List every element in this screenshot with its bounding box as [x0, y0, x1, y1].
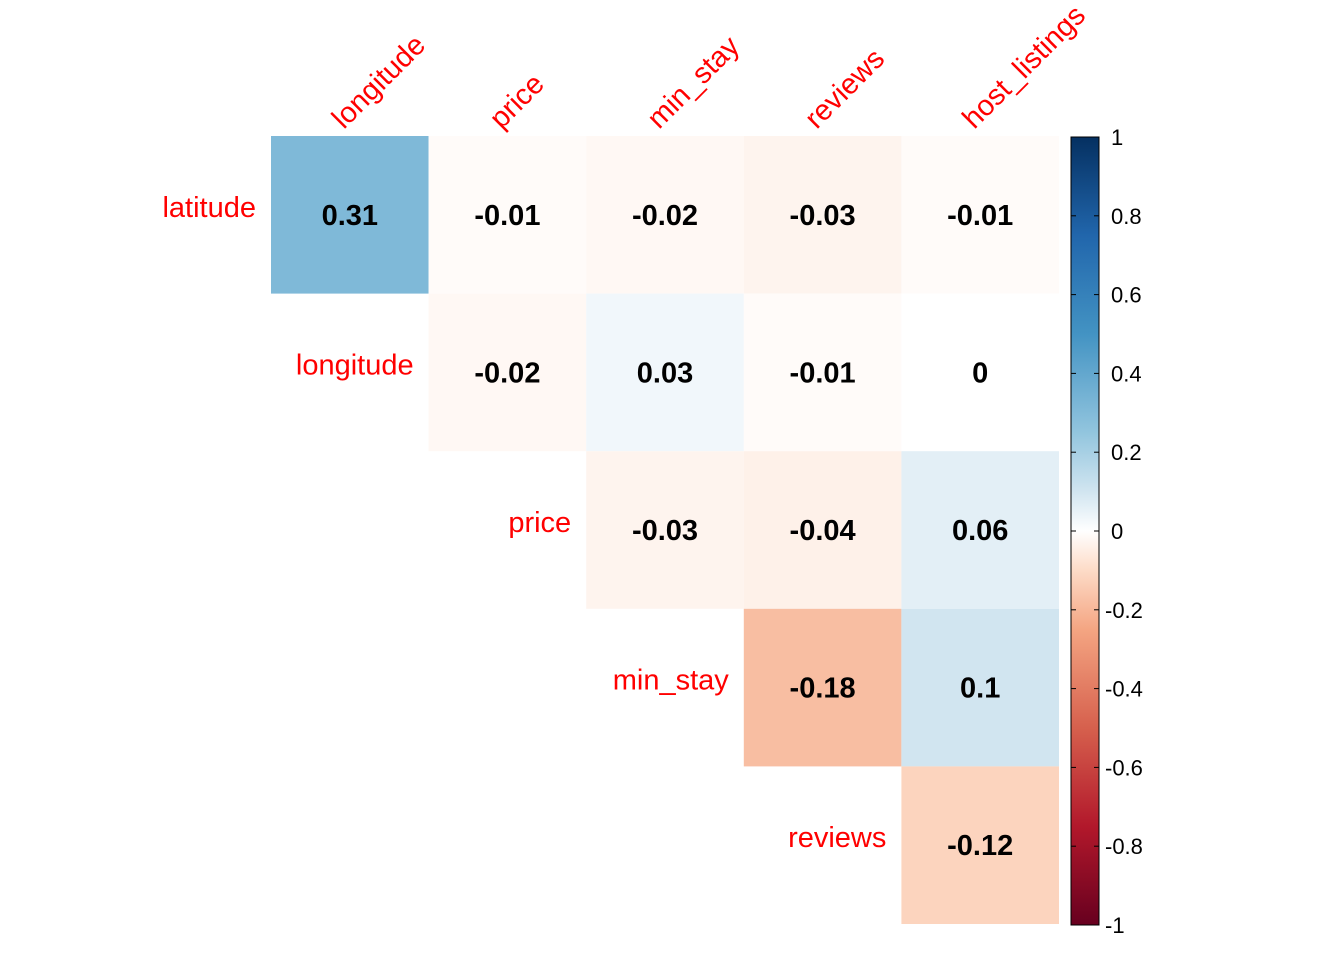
heatmap-cell: [901, 136, 1059, 294]
row-label: longitude: [296, 349, 414, 381]
legend-tick-label: -0.6: [1105, 755, 1143, 780]
cell-value-label: -0.02: [632, 200, 698, 232]
heatmap-cell: [586, 136, 744, 294]
heatmap-cell: [743, 608, 902, 767]
heatmap-cell: [586, 293, 744, 452]
heatmap-cell: [586, 451, 744, 609]
heatmap-cell: [901, 451, 1059, 609]
column-label: reviews: [799, 43, 891, 135]
legend-tick-label: -0.8: [1105, 834, 1143, 859]
cell-value-label: -0.01: [474, 200, 540, 232]
cell-value-label: -0.04: [790, 515, 856, 547]
cell-value-label: -0.18: [790, 673, 856, 705]
column-labels: longitude price min_stay reviews host_listin…: [326, 0, 1092, 135]
cell-value-labels: 0.31 -0.01 -0.02 -0.03 -0.01 -0.02 0.03 -0.01 0 -…: [322, 200, 1014, 862]
heatmap-cell: [271, 136, 429, 294]
row-label: reviews: [788, 822, 886, 854]
legend-tick-label: 0.4: [1111, 361, 1142, 386]
color-legend: 1 0.8 0.6 0.4 0.2 0 -0.2 -0.4 -0.6 -0.8 -1: [1070, 125, 1143, 938]
cell-value-label: 0: [972, 357, 988, 389]
cell-value-label: 0.03: [637, 357, 693, 389]
heatmap-cell: [901, 293, 1059, 452]
cell-value-label: -0.12: [947, 830, 1013, 862]
legend-tick-label: -0.2: [1105, 598, 1143, 623]
legend-tick-label: 0.2: [1111, 440, 1142, 465]
column-label: host_listings: [957, 0, 1092, 135]
cell-value-label: -0.01: [790, 357, 856, 389]
cell-value-label: -0.02: [474, 357, 540, 389]
legend-tick-label: 0: [1111, 519, 1123, 544]
cell-value-label: 0.1: [960, 673, 1000, 705]
cell-value-label: 0.31: [322, 200, 378, 232]
cell-value-label: -0.01: [947, 200, 1013, 232]
column-label: longitude: [326, 29, 432, 135]
legend-tick-label: 0.8: [1111, 204, 1142, 229]
heatmap-cell: [901, 608, 1059, 767]
legend-tick-label: -1: [1105, 913, 1125, 938]
row-label: latitude: [162, 192, 256, 224]
row-label: min_stay: [613, 665, 730, 697]
heatmap-cells: [271, 136, 1059, 924]
heatmap-cell: [428, 136, 587, 294]
heatmap-cell: [743, 136, 902, 294]
column-label: price: [484, 68, 551, 135]
heatmap-cell: [743, 451, 902, 609]
heatmap-cell: [743, 293, 902, 452]
row-label: price: [508, 507, 571, 539]
legend-tick-label: -0.4: [1105, 677, 1143, 702]
cell-value-label: -0.03: [632, 515, 698, 547]
heatmap-cell: [901, 766, 1059, 924]
legend-tick-label: 0.6: [1111, 283, 1142, 308]
legend-tick-label: 1: [1111, 125, 1123, 150]
heatmap-cell: [428, 293, 587, 452]
cell-value-label: -0.03: [790, 200, 856, 232]
column-label: min_stay: [641, 30, 746, 135]
cell-value-label: 0.06: [952, 515, 1008, 547]
